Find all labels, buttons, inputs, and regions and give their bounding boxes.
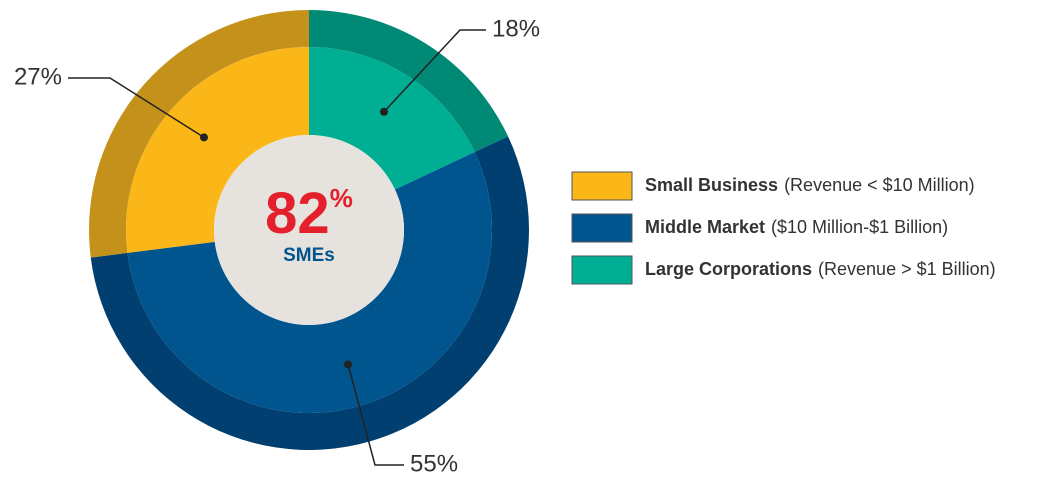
legend-name: Large Corporations <box>645 259 812 279</box>
leader-line <box>347 364 404 466</box>
legend-entry: Middle Market ($10 Million-$1 Billion) <box>645 217 948 237</box>
legend-swatch <box>571 255 633 285</box>
center-value: 82% <box>265 181 353 246</box>
center-number: 82 <box>265 181 330 246</box>
legend-entry: Large Corporations (Revenue > $1 Billion) <box>645 259 996 279</box>
legend-swatch <box>571 171 633 201</box>
legend-name: Middle Market <box>645 217 765 237</box>
center-unit: % <box>330 183 353 213</box>
legend-note: (Revenue < $10 Million) <box>784 175 975 195</box>
legend-note: ($10 Million-$1 Billion) <box>771 217 948 237</box>
legend-entry: Small Business (Revenue < $10 Million) <box>645 175 975 195</box>
legend-swatch <box>571 213 633 243</box>
legend-name: Small Business <box>645 175 778 195</box>
slice <box>127 152 493 414</box>
slices <box>88 10 529 451</box>
legend-note: (Revenue > $1 Billion) <box>818 259 996 279</box>
value-label: 18% <box>492 15 540 42</box>
slice-outer <box>88 10 309 258</box>
center-label: SMEs <box>283 245 335 266</box>
slice-outer <box>309 10 509 153</box>
slice <box>125 47 309 253</box>
value-label: 27% <box>14 63 62 90</box>
leader-line <box>68 77 205 139</box>
center-circle <box>214 135 404 325</box>
slice-outer <box>90 136 529 451</box>
slice <box>309 47 475 190</box>
value-label: 55% <box>410 450 458 477</box>
leader-line <box>383 29 486 113</box>
